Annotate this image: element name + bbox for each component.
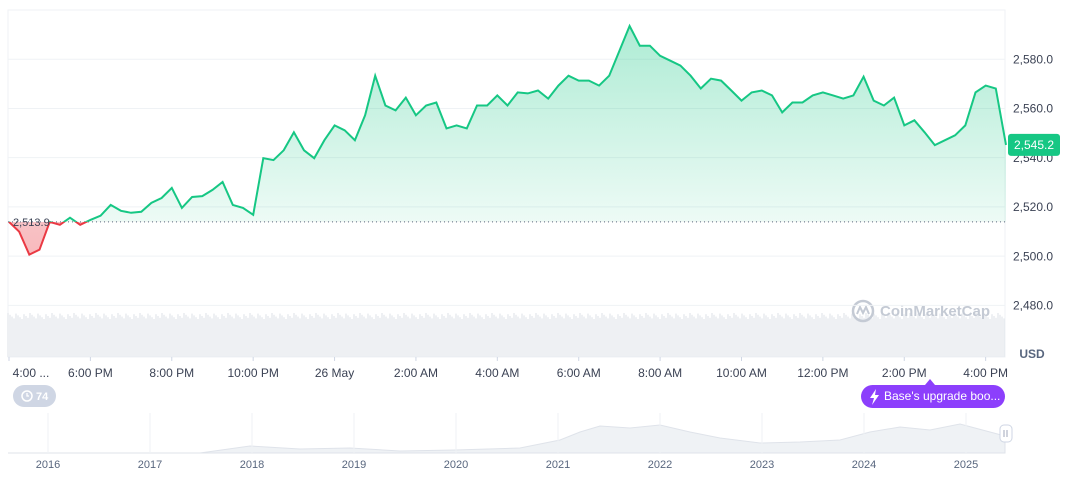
x-tick-label: 4:00 PM xyxy=(963,366,1008,380)
x-tick-label: 6:00 PM xyxy=(68,366,113,380)
event-pill[interactable]: Base's upgrade boo... xyxy=(861,379,1005,408)
x-tick-label: 2:00 PM xyxy=(882,366,927,380)
navigator-year: 2022 xyxy=(648,459,672,471)
navigator-year: 2018 xyxy=(240,459,264,471)
x-tick-label: 26 May xyxy=(315,366,354,380)
x-tick-label: 8:00 AM xyxy=(638,366,682,380)
volume-band xyxy=(7,313,1005,357)
watermark-text: CoinMarketCap xyxy=(880,303,990,320)
y-tick-label: 2,520.0 xyxy=(1013,200,1053,214)
navigator-year: 2023 xyxy=(750,459,774,471)
x-tick-label: 10:00 AM xyxy=(716,366,767,380)
x-tick-label: 12:00 PM xyxy=(797,366,848,380)
y-tick-label: 2,480.0 xyxy=(1013,298,1053,312)
x-tick-label: 10:00 PM xyxy=(227,366,278,380)
x-tick-label: 8:00 PM xyxy=(149,366,194,380)
y-tick-label: 2,560.0 xyxy=(1013,102,1053,116)
badge-count: 74 xyxy=(36,391,49,403)
x-tick-label: 6:00 AM xyxy=(557,366,601,380)
x-tick-label: 4:00 ... xyxy=(13,366,50,380)
navigator-year: 2020 xyxy=(444,459,468,471)
currency: USD xyxy=(1019,347,1045,361)
navigator-year: 2019 xyxy=(342,459,366,471)
navigator xyxy=(8,413,1013,454)
reference-label: 2,513.9 xyxy=(13,217,50,229)
current-price-label: 2,545.2 xyxy=(1014,138,1054,152)
price-line-up xyxy=(9,23,1007,222)
x-tick-label: 2:00 AM xyxy=(394,366,438,380)
area-up xyxy=(9,26,1006,222)
watermark: CoinMarketCap xyxy=(851,299,990,323)
y-tick-label: 2,500.0 xyxy=(1013,249,1053,263)
area-down xyxy=(9,221,87,255)
navigator-year: 2021 xyxy=(546,459,570,471)
event-text: Base's upgrade boo... xyxy=(884,389,1000,403)
badge[interactable]: 74 xyxy=(13,385,56,407)
x-tick-label: 4:00 AM xyxy=(475,366,519,380)
current-price-tag xyxy=(1008,133,1060,156)
y-tick-label: 2,580.0 xyxy=(1013,52,1053,66)
navigator-year: 2017 xyxy=(138,459,162,471)
navigator-year: 2024 xyxy=(852,459,876,471)
navigator-year: 2025 xyxy=(954,459,978,471)
navigator-year: 2016 xyxy=(36,459,60,471)
